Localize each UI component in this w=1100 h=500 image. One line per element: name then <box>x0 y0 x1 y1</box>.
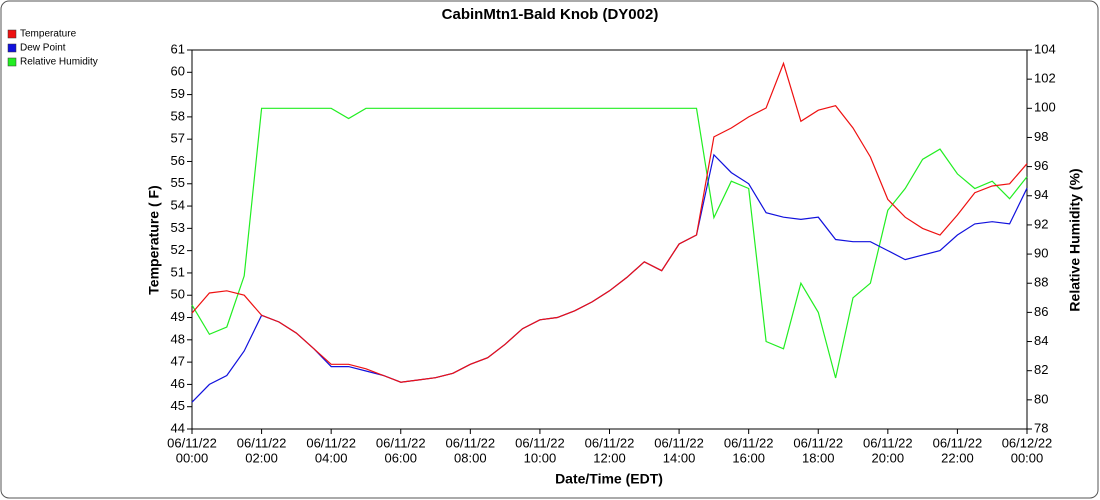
y-tick-label: 61 <box>171 41 185 56</box>
x-tick-label: 06/11/22 <box>237 435 287 450</box>
y-tick-label: 50 <box>171 287 185 302</box>
y2-tick-label: 102 <box>1034 71 1056 86</box>
x-tick-label: 06/11/22 <box>515 435 565 450</box>
x-axis-label: Date/Time (EDT) <box>555 471 663 487</box>
y-tick-label: 60 <box>171 64 185 79</box>
y-tick-label: 54 <box>171 197 185 212</box>
y2-tick-label: 96 <box>1034 158 1048 173</box>
y2-tick-label: 86 <box>1034 304 1048 319</box>
legend-label: Temperature <box>20 29 77 40</box>
legend-swatch <box>7 43 17 53</box>
y-tick-label: 55 <box>171 175 185 190</box>
y2-tick-label: 82 <box>1034 362 1048 377</box>
x-tick-label: 06/11/22 <box>167 435 217 450</box>
y-tick-label: 57 <box>171 131 185 146</box>
x-tick-label: 04:00 <box>315 450 348 465</box>
x-tick-label: 06/11/22 <box>446 435 496 450</box>
x-tick-label: 06/11/22 <box>863 435 913 450</box>
series-line <box>191 61 1028 383</box>
x-tick-label: 06:00 <box>384 450 417 465</box>
chart-title: CabinMtn1-Bald Knob (DY002) <box>442 6 659 23</box>
x-tick-label: 16:00 <box>732 450 765 465</box>
legend-label: Dew Point <box>20 43 66 54</box>
x-tick-label: 06/11/22 <box>724 435 774 450</box>
y-tick-label: 46 <box>171 376 185 391</box>
x-tick-label: 08:00 <box>454 450 487 465</box>
y-tick-label: 51 <box>171 264 185 279</box>
x-tick-label: 06/11/22 <box>376 435 426 450</box>
y2-tick-label: 92 <box>1034 216 1048 231</box>
y-tick-label: 45 <box>171 398 185 413</box>
y-tick-label: 52 <box>171 242 185 257</box>
x-tick-label: 22:00 <box>941 450 974 465</box>
y2-tick-label: 84 <box>1034 333 1048 348</box>
legend-swatch <box>7 29 17 39</box>
x-tick-label: 00:00 <box>1011 450 1044 465</box>
x-tick-label: 12:00 <box>593 450 626 465</box>
y2-tick-label: 100 <box>1034 100 1056 115</box>
x-tick-label: 06/11/22 <box>793 435 843 450</box>
y2-tick-label: 104 <box>1034 41 1056 56</box>
x-tick-label: 10:00 <box>524 450 557 465</box>
x-tick-label: 06/11/22 <box>306 435 356 450</box>
x-tick-label: 00:00 <box>176 450 209 465</box>
x-tick-label: 06/11/22 <box>933 435 983 450</box>
y-tick-label: 59 <box>171 86 185 101</box>
y2-tick-label: 88 <box>1034 275 1048 290</box>
x-tick-label: 02:00 <box>245 450 278 465</box>
y2-tick-label: 78 <box>1034 420 1048 435</box>
x-tick-label: 18:00 <box>802 450 835 465</box>
x-tick-label: 06/12/22 <box>1002 435 1053 450</box>
y-tick-label: 53 <box>171 220 185 235</box>
y-axis-label: Temperature ( F) <box>146 185 162 294</box>
y-tick-label: 58 <box>171 108 185 123</box>
x-tick-label: 14:00 <box>663 450 696 465</box>
y2-tick-label: 98 <box>1034 129 1048 144</box>
y2-tick-label: 80 <box>1034 391 1048 406</box>
x-tick-label: 06/11/22 <box>654 435 704 450</box>
x-tick-label: 20:00 <box>872 450 905 465</box>
y-tick-label: 48 <box>171 331 185 346</box>
y-tick-label: 56 <box>171 153 185 168</box>
x-tick-label: 06/11/22 <box>585 435 635 450</box>
y2-axis-label: Relative Humidity (%) <box>1067 168 1083 311</box>
y-tick-label: 49 <box>171 309 185 324</box>
y2-tick-label: 94 <box>1034 187 1048 202</box>
series-line <box>191 107 1028 379</box>
plot-area <box>191 49 1028 430</box>
legend-swatch <box>7 57 17 67</box>
y-tick-label: 47 <box>171 354 185 369</box>
legend-label: Relative Humidity <box>20 57 98 68</box>
y2-tick-label: 90 <box>1034 246 1048 261</box>
y-tick-label: 44 <box>171 420 185 435</box>
